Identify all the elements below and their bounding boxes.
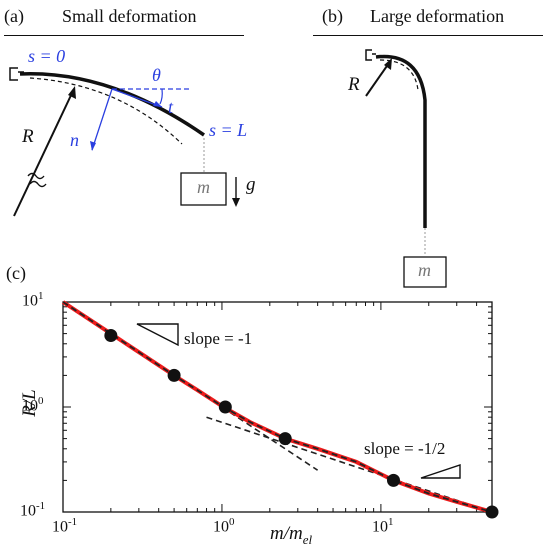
normal-arrowhead (90, 141, 96, 151)
data-point (218, 400, 232, 414)
mass-label-a: m (197, 177, 210, 197)
beam-deformed (19, 72, 205, 137)
t-label: t (168, 97, 174, 117)
data-point (104, 328, 118, 342)
s0-label: s = 0 (28, 46, 66, 66)
g-label: g (246, 174, 256, 195)
radius-b-arrow (365, 62, 390, 97)
beam-b-dashed (379, 59, 419, 91)
gravity-arrowhead (232, 198, 240, 207)
theta-arc (159, 88, 163, 105)
radius-b-arrowhead (384, 58, 392, 70)
radius-arrowhead (68, 86, 76, 99)
clamp-icon (9, 67, 18, 81)
plot-frame (62, 301, 493, 513)
mass-box-b (403, 256, 447, 288)
panel-b-label: (b) (322, 6, 343, 26)
beam-b-deformed (375, 54, 427, 228)
ytick-01: 10-1 (20, 500, 46, 520)
radius-arrow (13, 90, 74, 217)
normal-vector (91, 88, 113, 151)
slope1-label: slope = -1 (184, 329, 253, 348)
xtick-10: 101 (372, 516, 394, 536)
slope-1-triangle (136, 323, 179, 347)
xtick-1: 100 (213, 516, 235, 536)
dashed-overlay-curve (62, 301, 493, 513)
red-fit-curve (61, 300, 493, 514)
data-point (386, 473, 400, 487)
axis-ticks (62, 301, 493, 513)
data-point (167, 368, 181, 382)
ytick-10: 101 (22, 290, 44, 310)
n-label: n (70, 130, 79, 150)
tangent-vector (111, 88, 163, 108)
R-label-b: R (348, 74, 360, 95)
panel-c-label: (c) (6, 263, 26, 283)
mass-box-a (180, 172, 227, 206)
mass-label-b: m (418, 260, 431, 280)
x-axis-label: m/mel (270, 523, 313, 547)
panel-a-divider (4, 35, 244, 36)
break-mark-1 (27, 172, 45, 180)
panel-b-title: Large deformation (370, 6, 505, 26)
data-points (104, 328, 499, 519)
xtick-01: 10-1 (52, 516, 78, 536)
asymptote-lines (62, 301, 493, 513)
slope2-label: slope = -1/2 (364, 439, 446, 458)
clamp-b-icon (365, 49, 372, 61)
beam-reference-dashed (29, 77, 183, 145)
R-label-a: R (22, 126, 34, 147)
panel-a-label: (a) (4, 6, 24, 26)
slope-half-triangle (420, 464, 461, 479)
data-point (485, 505, 499, 519)
panel-b-divider (313, 35, 543, 36)
sL-label: s = L (209, 120, 248, 140)
data-point (278, 432, 292, 446)
theta-label: θ (152, 65, 161, 85)
panel-a-title: Small deformation (62, 6, 197, 26)
break-mark-2 (29, 180, 47, 188)
tangent-arrowhead (153, 101, 162, 107)
ytick-1: 100 (22, 395, 44, 415)
